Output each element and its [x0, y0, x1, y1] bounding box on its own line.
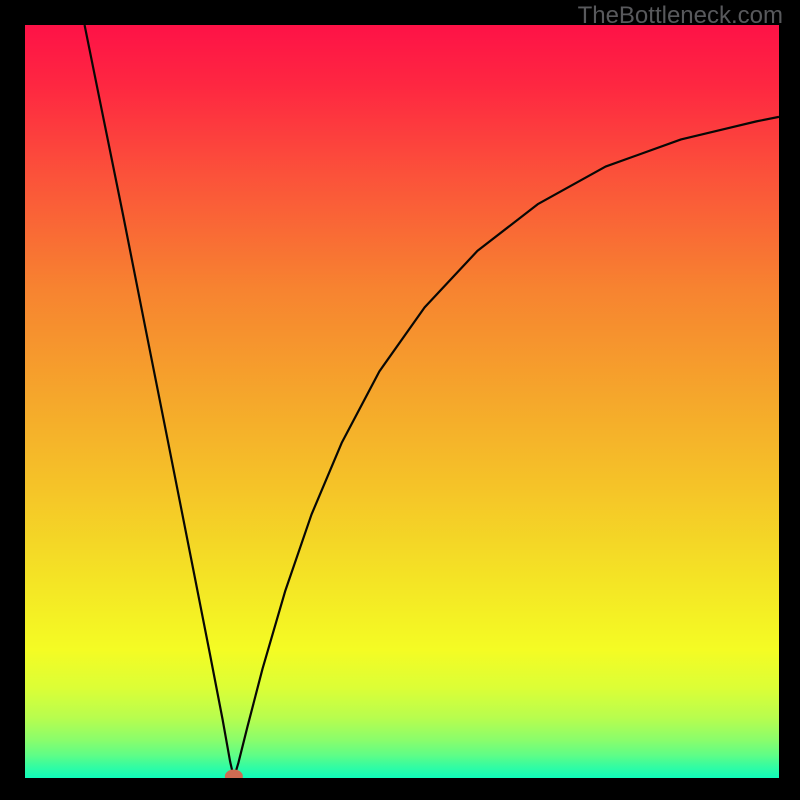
figure-container: TheBottleneck.com	[0, 0, 800, 800]
watermark-text: TheBottleneck.com	[578, 2, 783, 30]
bottleneck-chart	[0, 0, 800, 800]
chart-plot-background	[25, 25, 779, 778]
